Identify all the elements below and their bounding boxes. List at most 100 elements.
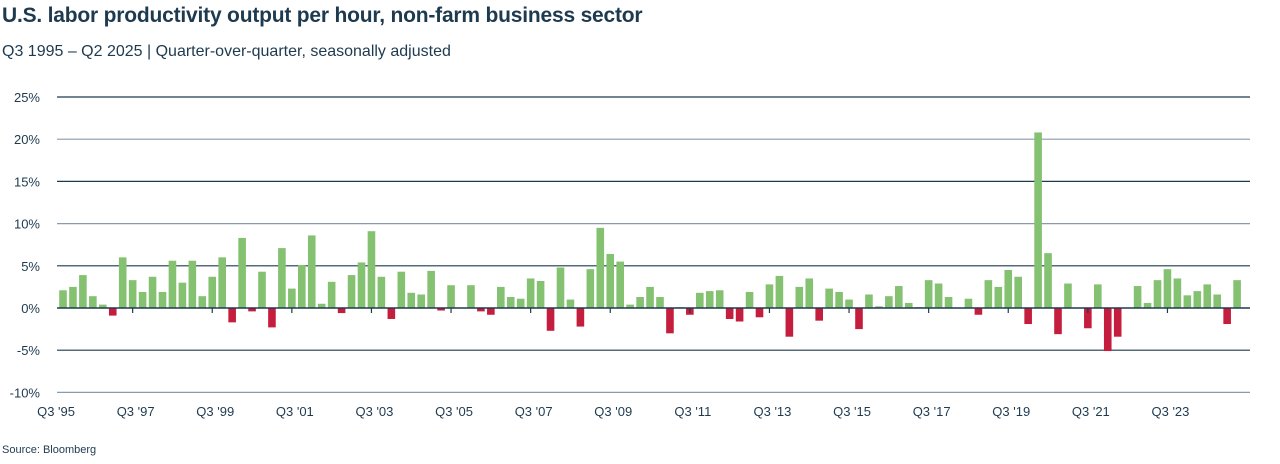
bar-q2-2025 bbox=[1233, 280, 1241, 308]
bar-q2-1997 bbox=[118, 257, 127, 308]
bar-q1-2005 bbox=[427, 270, 435, 308]
bar-q1-1999 bbox=[188, 260, 197, 308]
bar-q4-2012 bbox=[735, 308, 744, 322]
bar-q3-2014 bbox=[805, 278, 814, 308]
y-tick-label: 10% bbox=[14, 217, 40, 232]
bar-q1-2000 bbox=[228, 308, 236, 323]
chart-title: U.S. labor productivity output per hour,… bbox=[2, 4, 643, 27]
bar-q3-2001 bbox=[288, 288, 296, 308]
bar-q1-2004 bbox=[387, 308, 396, 319]
bar-q2-2016 bbox=[875, 306, 883, 308]
bar-q2-1996 bbox=[79, 275, 87, 308]
bar-q1-2014 bbox=[785, 308, 794, 337]
bar-q3-2008 bbox=[566, 299, 575, 308]
bar-q2-2015 bbox=[835, 291, 843, 308]
bar-q4-2021 bbox=[1094, 284, 1102, 308]
bar-q4-1997 bbox=[138, 291, 147, 308]
bar-q1-2013 bbox=[745, 291, 754, 308]
x-tick-label: Q3 '07 bbox=[515, 404, 553, 419]
x-tick-label: Q3 '97 bbox=[117, 404, 155, 419]
bar-q4-2014 bbox=[815, 308, 823, 321]
bar-q4-1995 bbox=[59, 290, 67, 308]
bar-q3-2015 bbox=[845, 299, 853, 308]
bar-q2-2019 bbox=[994, 286, 1003, 308]
y-tick-label: 20% bbox=[14, 132, 40, 147]
bar-q3-2006 bbox=[487, 308, 495, 315]
y-tick-label: 25% bbox=[14, 90, 40, 105]
bar-q1-2018 bbox=[944, 297, 953, 308]
x-tick-label: Q3 '13 bbox=[753, 404, 791, 419]
bar-q2-1998 bbox=[158, 291, 167, 308]
bar-q2-2012 bbox=[715, 290, 724, 308]
bar-q2-1999 bbox=[198, 296, 207, 308]
bar-q1-2025 bbox=[1223, 308, 1231, 325]
y-tick-label: 0% bbox=[21, 301, 40, 316]
x-tick-label: Q3 '99 bbox=[196, 404, 234, 419]
bar-q4-2008 bbox=[576, 308, 585, 327]
x-tick-label: Q3 '95 bbox=[37, 404, 75, 419]
y-tick-label: -5% bbox=[17, 343, 41, 358]
bar-q4-2013 bbox=[775, 275, 784, 308]
x-axis: Q3 '95 Q3 '97 Q3 '99 Q3 '01 Q3 '03 Q3 '05 Q3 '… bbox=[37, 307, 1250, 419]
bar-q1-2017 bbox=[904, 302, 913, 308]
bar-q3-2010 bbox=[646, 286, 654, 308]
y-tick-label: 15% bbox=[14, 174, 40, 189]
bar-q2-2014 bbox=[795, 286, 804, 308]
bar-q2-2010 bbox=[636, 297, 644, 308]
x-tick-label: Q3 '17 bbox=[913, 404, 951, 419]
bar-q4-2009 bbox=[616, 261, 624, 308]
bar-q4-1996 bbox=[99, 304, 107, 308]
bar-q3-2003 bbox=[367, 231, 376, 308]
bar-q1-2007 bbox=[506, 297, 515, 308]
bar-q4-2001 bbox=[298, 264, 306, 308]
bar-q2-2008 bbox=[556, 267, 565, 308]
bar-q1-2015 bbox=[825, 288, 833, 308]
bar-q2-2009 bbox=[596, 227, 605, 308]
gridlines bbox=[57, 96, 1250, 393]
bar-q4-2018 bbox=[974, 308, 983, 315]
x-tick-label: Q3 '09 bbox=[594, 404, 632, 419]
bar-q3-2016 bbox=[885, 296, 893, 308]
bar-q2-2005 bbox=[437, 308, 445, 311]
bar-q4-2015 bbox=[855, 308, 863, 330]
bar-q3-2024 bbox=[1203, 284, 1212, 308]
bar-q3-2020 bbox=[1044, 253, 1052, 308]
bar-q4-2010 bbox=[656, 297, 664, 308]
bar-q1-2001 bbox=[268, 308, 276, 328]
bar-q4-2024 bbox=[1213, 294, 1221, 308]
bar-q3-1997 bbox=[128, 280, 137, 308]
bar-q3-1996 bbox=[89, 296, 97, 308]
bars bbox=[59, 132, 1241, 352]
bar-q4-2016 bbox=[895, 286, 903, 308]
bar-q3-2013 bbox=[765, 284, 774, 308]
bar-q3-2009 bbox=[606, 253, 615, 308]
bar-q2-2020 bbox=[1034, 132, 1042, 308]
bar-q4-2004 bbox=[417, 294, 425, 308]
bar-q1-2009 bbox=[586, 269, 595, 308]
bar-q1-2012 bbox=[705, 291, 714, 308]
bar-q3-2019 bbox=[1004, 270, 1013, 308]
bar-q3-2021 bbox=[1084, 308, 1092, 329]
bar-q2-2003 bbox=[357, 262, 366, 308]
bar-q1-2002 bbox=[307, 235, 316, 308]
bar-q2-2002 bbox=[317, 303, 326, 308]
x-tick-label: Q3 '15 bbox=[833, 404, 871, 419]
source-note: Source: Bloomberg bbox=[2, 444, 97, 456]
bar-q4-2017 bbox=[934, 283, 943, 308]
bar-q4-2000 bbox=[258, 271, 266, 308]
bar-q3-2023 bbox=[1163, 269, 1172, 308]
bar-q4-2007 bbox=[536, 280, 545, 308]
bar-q2-2004 bbox=[397, 271, 406, 308]
x-tick-label: Q3 '11 bbox=[674, 404, 711, 419]
bar-q2-2007 bbox=[516, 298, 525, 308]
bar-q4-2011 bbox=[696, 292, 704, 308]
bar-q1-2008 bbox=[546, 308, 555, 331]
bar-q1-2006 bbox=[467, 285, 475, 308]
bar-q4-2023 bbox=[1173, 278, 1182, 308]
bar-q4-2002 bbox=[337, 308, 346, 314]
bar-q3-2017 bbox=[924, 280, 933, 308]
bar-q3-2007 bbox=[526, 278, 535, 308]
bar-q2-2001 bbox=[278, 248, 286, 308]
bar-q2-2023 bbox=[1153, 280, 1162, 308]
bar-q4-2003 bbox=[377, 276, 386, 308]
